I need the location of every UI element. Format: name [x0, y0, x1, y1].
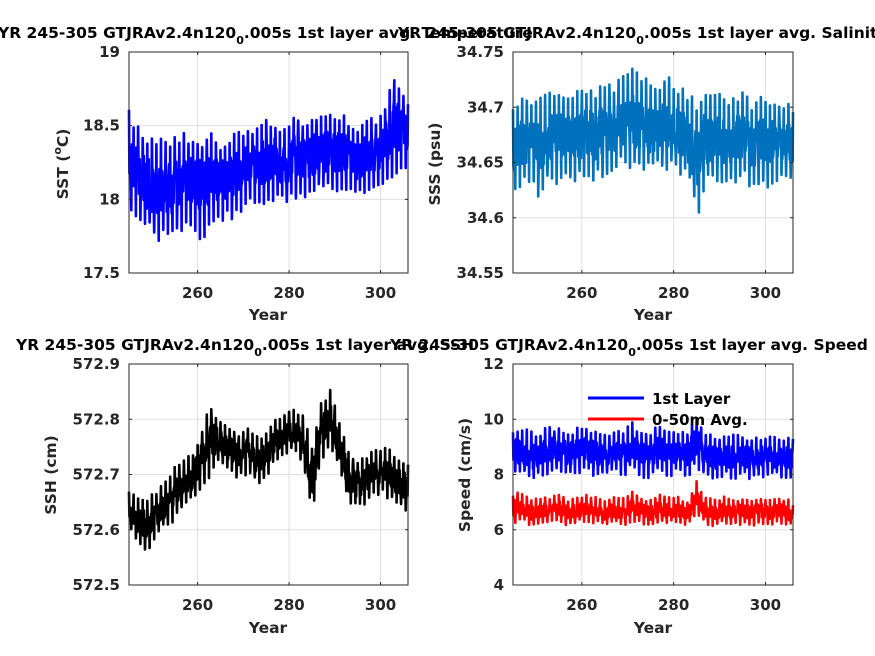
- series-line: [127, 79, 410, 242]
- y-tick-label: 18.5: [83, 117, 120, 135]
- series-line: [511, 67, 795, 214]
- x-tick-label: 260: [182, 284, 213, 302]
- y-tick-label: 4: [494, 576, 504, 594]
- y-tick-label: 18: [99, 190, 120, 208]
- y-tick-label: 34.65: [457, 154, 504, 172]
- panel-title: YR 245-305 GTJRAv2.4n1200.005s 1st layer…: [0, 24, 533, 47]
- y-tick-label: 10: [483, 410, 504, 428]
- y-tick-label: 6: [494, 521, 504, 539]
- y-tick-label: 19: [99, 43, 120, 61]
- series-line: [511, 479, 795, 528]
- y-tick-label: 572.9: [73, 355, 120, 373]
- y-tick-label: 572.6: [73, 521, 120, 539]
- panel-speed: YR 245-305 GTJRAv2.4n1200.005s 1st layer…: [389, 336, 868, 637]
- series-line: [511, 418, 795, 481]
- plot-area: 260 280 300 17.5 18 18.5 19: [83, 43, 410, 302]
- y-tick-label: 8: [494, 466, 504, 484]
- y-tick-label: 17.5: [83, 264, 120, 282]
- x-tick-label: 300: [750, 596, 781, 614]
- x-axis-label: Year: [633, 306, 673, 324]
- y-tick-label: 572.8: [73, 410, 120, 428]
- x-axis-label: Year: [248, 619, 288, 637]
- x-axis-label: Year: [633, 619, 673, 637]
- y-axis-label: SSS (psu): [426, 122, 444, 205]
- axes-box: [128, 51, 409, 274]
- panel-temperature: YR 245-305 GTJRAv2.4n1200.005s 1st layer…: [0, 24, 533, 324]
- x-tick-label: 280: [658, 284, 689, 302]
- y-tick-label: 34.55: [457, 264, 504, 282]
- y-axis-label: SSH (cm): [42, 435, 60, 515]
- panel-salinity: YR 245-305 GTJRAv2.4n1200.005s 1st layer…: [397, 24, 875, 324]
- y-tick-label: 34.6: [467, 209, 504, 227]
- x-tick-label: 260: [182, 596, 213, 614]
- x-tick-label: 280: [273, 284, 304, 302]
- x-axis-label: Year: [248, 306, 288, 324]
- x-tick-label: 260: [566, 284, 597, 302]
- y-tick-label: 572.7: [73, 466, 120, 484]
- x-tick-label: 260: [566, 596, 597, 614]
- panel-title: YR 245-305 GTJRAv2.4n1200.005s 1st layer…: [15, 336, 474, 359]
- y-tick-label: 12: [483, 355, 504, 373]
- y-axis-label: Speed (cm/s): [456, 418, 474, 532]
- y-tick-label: 34.7: [467, 98, 504, 116]
- panel-ssh: YR 245-305 GTJRAv2.4n1200.005s 1st layer…: [15, 336, 474, 637]
- x-tick-label: 300: [365, 284, 396, 302]
- plot-area: 260 280 300 572.5 572.6 572.7 572.8 572.9: [73, 355, 410, 614]
- x-tick-label: 300: [365, 596, 396, 614]
- series-line: [127, 388, 410, 551]
- x-tick-label: 280: [658, 596, 689, 614]
- panel-title: YR 245-305 GTJRAv2.4n1200.005s 1st layer…: [397, 24, 875, 47]
- y-tick-label: 572.5: [73, 576, 120, 594]
- legend-label: 1st Layer: [652, 390, 731, 408]
- legend: 1st Layer 0-50m Avg.: [588, 390, 748, 429]
- x-tick-label: 300: [750, 284, 781, 302]
- plot-area: 260 280 300 34.55 34.6 34.65 34.7 34.75: [457, 43, 795, 302]
- x-tick-label: 280: [273, 596, 304, 614]
- legend-label: 0-50m Avg.: [652, 411, 748, 429]
- plot-area: 260 280 300 4 6 8 10 12: [483, 355, 795, 614]
- y-tick-label: 34.75: [457, 43, 504, 61]
- y-axis-label: SST (oC): [51, 129, 72, 200]
- panel-title: YR 245-305 GTJRAv2.4n1200.005s 1st layer…: [389, 336, 868, 359]
